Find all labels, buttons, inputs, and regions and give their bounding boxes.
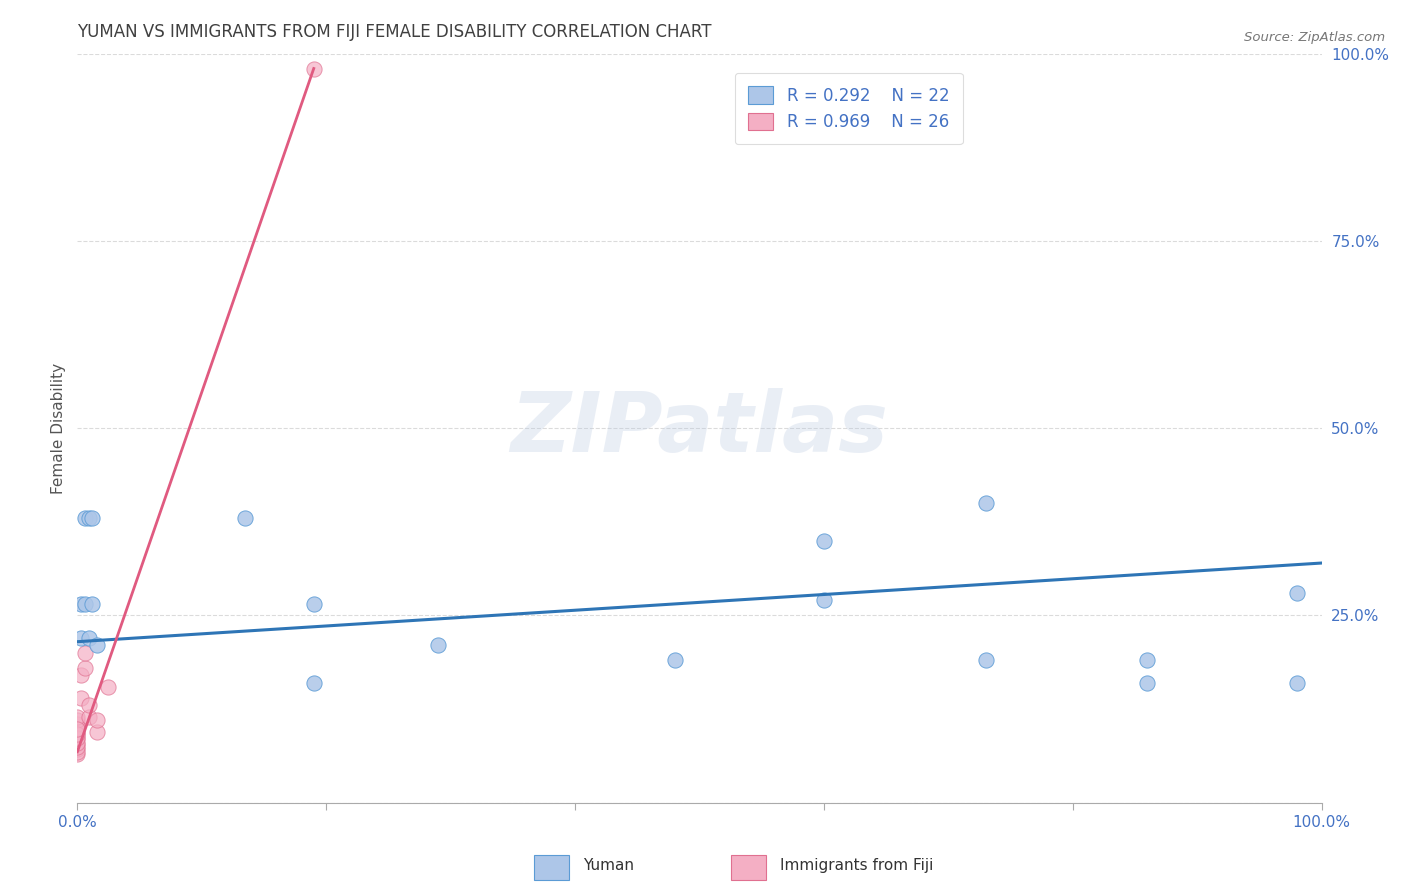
Point — [302, 62, 325, 76]
Text: Immigrants from Fiji: Immigrants from Fiji — [780, 858, 934, 872]
Point — [77, 631, 100, 645]
Point — [97, 680, 120, 694]
Point — [73, 661, 96, 675]
Point — [86, 639, 108, 653]
Point — [86, 714, 108, 728]
Point — [70, 631, 93, 645]
Point — [66, 727, 89, 741]
Point — [73, 597, 96, 611]
Point — [66, 740, 89, 755]
Point — [66, 747, 89, 761]
Point — [77, 698, 100, 713]
Point — [77, 511, 100, 525]
Point — [73, 646, 96, 660]
Point — [66, 721, 89, 735]
Point — [73, 511, 96, 525]
Point — [813, 593, 835, 607]
Point — [66, 745, 89, 759]
Point — [86, 724, 108, 739]
Point — [1136, 676, 1159, 690]
Point — [66, 709, 89, 723]
Text: YUMAN VS IMMIGRANTS FROM FIJI FEMALE DISABILITY CORRELATION CHART: YUMAN VS IMMIGRANTS FROM FIJI FEMALE DIS… — [77, 23, 711, 41]
Point — [70, 597, 93, 611]
Point — [302, 676, 325, 690]
Point — [302, 597, 325, 611]
Point — [66, 724, 89, 739]
Point — [66, 732, 89, 747]
Point — [66, 717, 89, 731]
Point — [77, 709, 100, 723]
Point — [70, 690, 93, 705]
Point — [82, 511, 104, 525]
Legend: R = 0.292    N = 22, R = 0.969    N = 26: R = 0.292 N = 22, R = 0.969 N = 26 — [735, 73, 963, 145]
Point — [66, 728, 89, 742]
Point — [70, 668, 93, 682]
Text: ZIPatlas: ZIPatlas — [510, 388, 889, 468]
Text: Source: ZipAtlas.com: Source: ZipAtlas.com — [1244, 31, 1385, 45]
Point — [233, 511, 256, 525]
Point — [82, 597, 104, 611]
Point — [1136, 653, 1159, 667]
Point — [66, 731, 89, 745]
Point — [66, 723, 89, 737]
Point — [1285, 586, 1308, 600]
Point — [66, 742, 89, 756]
Point — [66, 737, 89, 751]
Point — [1285, 676, 1308, 690]
Point — [66, 736, 89, 750]
Point — [974, 496, 997, 510]
Point — [66, 714, 89, 728]
Point — [974, 653, 997, 667]
Point — [664, 653, 686, 667]
Y-axis label: Female Disability: Female Disability — [51, 362, 66, 494]
Point — [427, 639, 450, 653]
Text: Yuman: Yuman — [583, 858, 634, 872]
Point — [813, 533, 835, 548]
